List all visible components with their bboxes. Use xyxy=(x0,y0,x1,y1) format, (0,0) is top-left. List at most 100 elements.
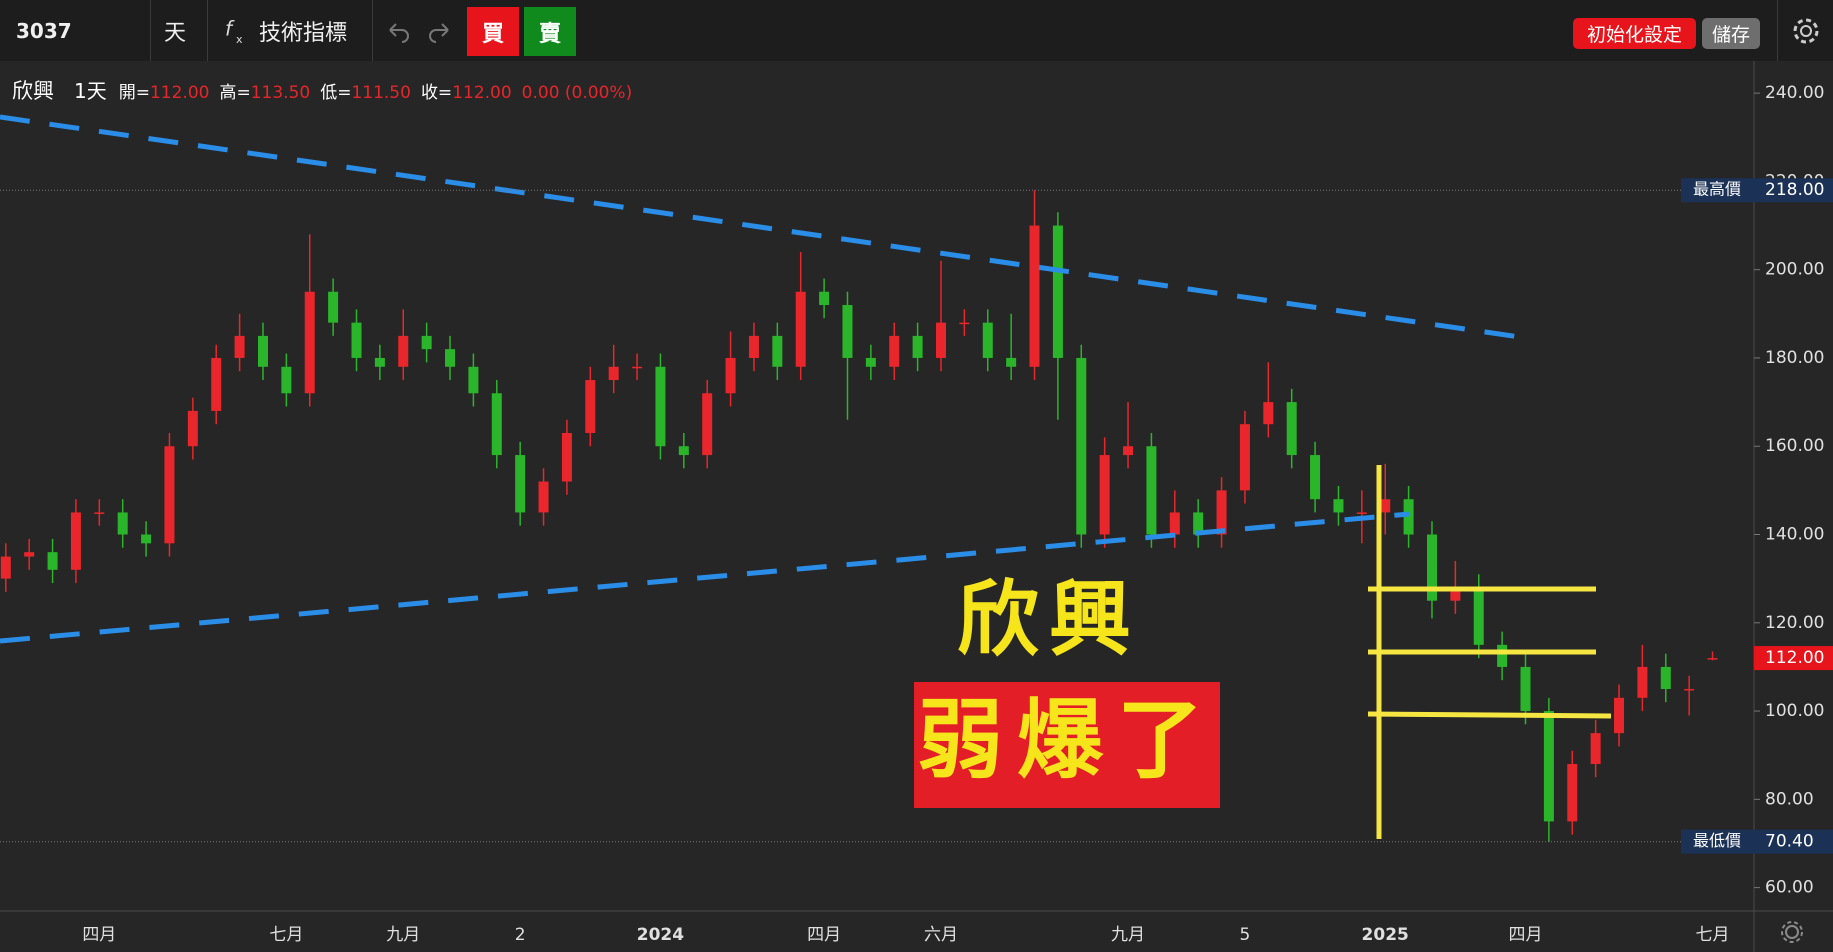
marker-value-bg xyxy=(1754,829,1833,854)
candle-body xyxy=(725,357,736,394)
candle-body xyxy=(421,335,432,350)
candle-body xyxy=(70,512,81,570)
candle-body xyxy=(445,349,456,367)
candle-body xyxy=(515,455,526,513)
separator xyxy=(150,0,151,61)
separator xyxy=(372,0,373,61)
x-tick-label: 九月 xyxy=(1111,925,1145,945)
candle-body xyxy=(398,335,409,367)
candle-body xyxy=(1614,697,1625,734)
candle-body xyxy=(24,552,35,557)
annotation-title: 欣興 xyxy=(957,572,1141,667)
candle-body xyxy=(1146,446,1157,535)
redo-icon[interactable] xyxy=(429,23,449,43)
reset-button[interactable]: 初始化設定 xyxy=(1573,18,1696,49)
candle-body xyxy=(257,335,268,367)
legend-value: 112.00 xyxy=(452,83,512,103)
x-tick-label: 2024 xyxy=(637,925,684,945)
trendline-upper xyxy=(0,114,1521,340)
y-tick-label: 80.00 xyxy=(1765,789,1814,809)
save-button[interactable]: 儲存 xyxy=(1702,18,1760,49)
separator xyxy=(207,0,208,61)
undo-redo[interactable] xyxy=(384,20,454,44)
candle-body xyxy=(1380,499,1391,513)
candle-body xyxy=(1193,512,1204,535)
marker-label-bg xyxy=(1681,829,1754,854)
x-tick-label: 四月 xyxy=(807,925,841,945)
candle-body xyxy=(1356,512,1367,514)
undo-icon[interactable] xyxy=(389,23,409,43)
candle-body xyxy=(561,432,572,482)
candle-body xyxy=(187,410,198,447)
legend-label: 開= xyxy=(118,83,150,103)
buy-button[interactable]: 買 xyxy=(467,7,519,56)
marker-label-bg xyxy=(1681,178,1754,203)
candle-body xyxy=(959,322,970,325)
candle-body xyxy=(1263,402,1274,425)
gear-hub xyxy=(1800,25,1812,37)
candle-body xyxy=(468,366,479,394)
legend-interval: 1天 xyxy=(74,79,107,103)
candle-body xyxy=(1637,666,1648,698)
candle-body xyxy=(211,357,222,411)
marker-label: 最低價 xyxy=(1693,831,1741,850)
legend-label: 收= xyxy=(420,83,453,103)
candle-body xyxy=(655,366,666,447)
legend-value: 111.50 xyxy=(351,83,411,103)
candle-body xyxy=(328,291,339,323)
x-tick-label: 九月 xyxy=(386,925,420,945)
marker-label: 最高價 xyxy=(1693,180,1741,199)
marker-value: 218.00 xyxy=(1765,180,1824,200)
candle-body xyxy=(772,335,783,367)
candle-body xyxy=(94,512,105,514)
candle-body xyxy=(1450,587,1461,601)
x-tick-label: 七月 xyxy=(269,925,303,945)
candle-body xyxy=(1029,225,1040,367)
candle-body xyxy=(819,291,830,305)
marker-value: 70.40 xyxy=(1765,832,1814,852)
candle-body xyxy=(1497,644,1508,667)
candle-body xyxy=(1123,446,1134,456)
y-tick-label: 200.00 xyxy=(1765,260,1824,280)
candle-body xyxy=(585,380,596,433)
candle-body xyxy=(1310,455,1321,500)
candle-body xyxy=(491,393,502,456)
candle-body xyxy=(632,366,643,369)
settings-icon[interactable] xyxy=(1791,16,1821,46)
sell-button[interactable]: 賣 xyxy=(524,7,576,56)
interval-button[interactable]: 天 xyxy=(164,20,187,46)
candle-body xyxy=(1684,688,1695,691)
trendline-lower xyxy=(0,511,1410,644)
candle-body xyxy=(842,304,853,358)
legend: 欣興 1天 開= 112.00 高= 113.50 低= 111.50 收= 112.0… xyxy=(12,75,642,105)
separator xyxy=(1777,0,1778,61)
legend-value: 113.50 xyxy=(250,83,311,103)
x-tick-label: 2025 xyxy=(1362,925,1409,945)
candle-body xyxy=(1590,733,1601,765)
candle-body xyxy=(234,335,245,358)
x-tick-label: 四月 xyxy=(82,925,116,945)
fx-glyph: x xyxy=(236,33,243,46)
legend-change: 0.00 (0.00%) xyxy=(521,83,633,103)
candle-body xyxy=(608,366,619,381)
plot xyxy=(0,190,1718,842)
candle-body xyxy=(1076,357,1087,535)
symbol[interactable]: 3037 xyxy=(16,18,72,43)
candle-body xyxy=(281,366,292,394)
candle-body xyxy=(1239,424,1250,491)
indicators-button[interactable]: 技術指標 xyxy=(259,20,348,46)
candle-body xyxy=(936,322,946,358)
axis-settings-icon[interactable] xyxy=(1781,921,1803,943)
last-price-label: 112.00 xyxy=(1765,648,1824,668)
candle-body xyxy=(351,322,362,358)
x-tick-label: 四月 xyxy=(1509,925,1543,945)
candle-body xyxy=(1006,357,1017,367)
candle-body xyxy=(164,446,175,544)
legend-name: 欣興 xyxy=(12,79,54,103)
candle-body xyxy=(304,291,315,394)
candle-body xyxy=(1520,666,1531,712)
